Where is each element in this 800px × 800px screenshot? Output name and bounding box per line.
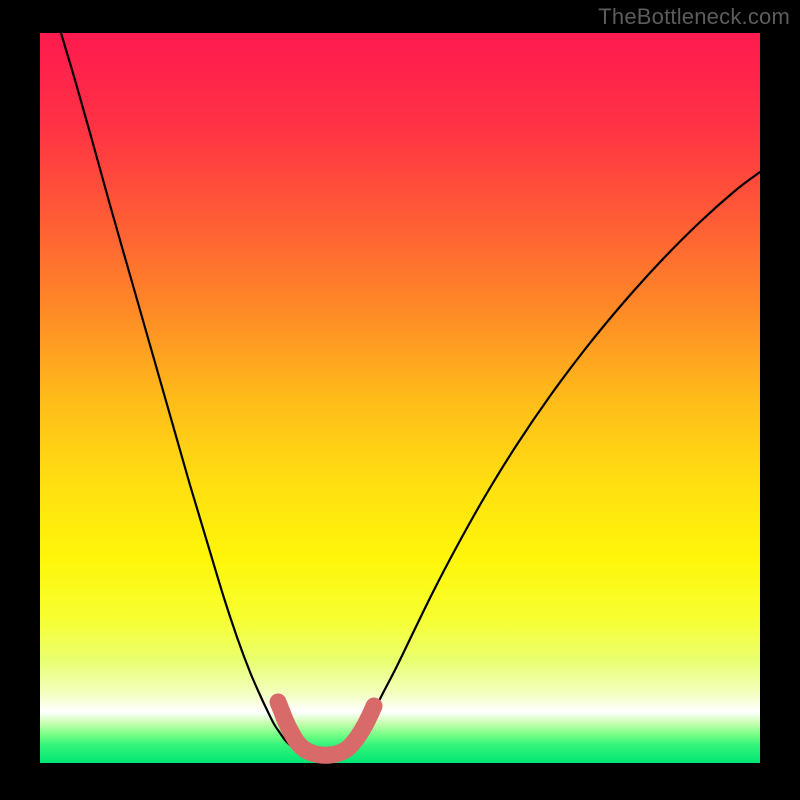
chart-svg bbox=[0, 0, 800, 800]
watermark-text: TheBottleneck.com bbox=[598, 4, 790, 30]
stage: TheBottleneck.com bbox=[0, 0, 800, 800]
plot-background bbox=[40, 33, 760, 763]
